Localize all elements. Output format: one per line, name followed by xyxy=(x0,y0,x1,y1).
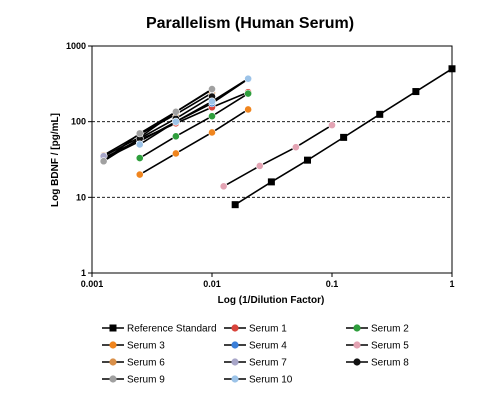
legend-item-3: Serum 3 xyxy=(102,341,165,352)
legend-item-8: Serum 8 xyxy=(346,358,409,369)
series-9-point-0 xyxy=(99,157,108,166)
series-line-5 xyxy=(223,124,333,187)
legend-swatch-marker-10 xyxy=(231,375,239,383)
series-10-point-0 xyxy=(135,140,144,149)
series-9-point-1 xyxy=(135,129,144,138)
series-0-point-3 xyxy=(340,133,348,141)
legend-item-6: Serum 6 xyxy=(102,358,165,369)
series-5-point-2 xyxy=(291,143,300,152)
series-0 xyxy=(231,65,456,209)
series-2-point-2 xyxy=(208,112,216,121)
legend-label-6: Serum 6 xyxy=(127,358,165,369)
series-5-point-0 xyxy=(219,182,228,191)
series-5-point-3 xyxy=(328,121,336,130)
series-line-3 xyxy=(139,108,249,176)
legend-item-4: Serum 4 xyxy=(224,341,287,352)
series-0-point-2 xyxy=(304,156,312,164)
chart-title: Parallelism (Human Serum) xyxy=(146,15,354,32)
axis-ticks: 1 10 100 1000 0.001 0.01 0.1 1 xyxy=(66,41,455,289)
legend-swatch-marker-8 xyxy=(353,358,361,366)
plot-area xyxy=(91,45,453,274)
series-layer xyxy=(99,65,456,209)
legend-label-2: Serum 2 xyxy=(371,324,409,335)
x-tick-label-2: 0.1 xyxy=(326,279,339,289)
legend-item-9: Serum 9 xyxy=(102,375,165,386)
series-3-point-0 xyxy=(135,170,144,179)
series-line-9 xyxy=(103,88,213,162)
series-10-point-1 xyxy=(171,117,180,126)
series-0-point-5 xyxy=(412,88,420,96)
series-2-point-1 xyxy=(171,132,180,141)
legend-label-9: Serum 9 xyxy=(127,375,165,386)
legend-label-10: Serum 10 xyxy=(249,375,293,386)
legend-swatch-marker-2 xyxy=(353,324,361,332)
series-10-point-2 xyxy=(208,97,216,106)
x-tick-label-1: 0.01 xyxy=(203,279,221,289)
x-axis-label: Log (1/Dilution Factor) xyxy=(218,295,325,306)
series-0-point-0 xyxy=(231,201,239,209)
legend-swatch-marker-1 xyxy=(231,324,239,332)
grid-lines xyxy=(92,45,452,198)
series-9 xyxy=(99,85,216,166)
legend-label-8: Serum 8 xyxy=(371,358,409,369)
legend-label-4: Serum 4 xyxy=(249,341,287,352)
series-5 xyxy=(219,121,336,191)
legend-label-0: Reference Standard xyxy=(127,324,217,335)
series-0-point-1 xyxy=(267,178,275,186)
series-line-2 xyxy=(139,92,249,159)
series-10 xyxy=(135,74,253,149)
series-2-point-3 xyxy=(244,89,253,98)
series-3-point-2 xyxy=(208,128,216,137)
legend-item-0: Reference Standard xyxy=(102,324,217,335)
legend: Reference Standard Serum 1 Serum 2 Serum 3 S… xyxy=(102,324,409,386)
series-0-point-4 xyxy=(376,110,384,118)
legend-label-7: Serum 7 xyxy=(249,358,287,369)
series-10-point-3 xyxy=(244,74,253,83)
series-0-point-6 xyxy=(448,65,456,73)
legend-swatch-marker-6 xyxy=(109,358,117,366)
y-axis-label: Log BDNF / [pg/mL] xyxy=(50,113,61,207)
series-9-point-2 xyxy=(171,107,180,116)
legend-item-5: Serum 5 xyxy=(346,341,409,352)
legend-swatch-marker-9 xyxy=(109,375,117,383)
legend-item-10: Serum 10 xyxy=(224,375,293,386)
legend-item-2: Serum 2 xyxy=(346,324,409,335)
legend-swatch-marker-0 xyxy=(109,324,117,332)
legend-swatch-marker-4 xyxy=(231,341,239,349)
series-2-point-0 xyxy=(135,154,144,162)
y-tick-label-1: 10 xyxy=(76,192,86,202)
legend-item-1: Serum 1 xyxy=(224,324,287,335)
series-3-point-3 xyxy=(244,105,253,114)
y-tick-label-3: 1000 xyxy=(66,41,86,51)
x-tick-label-3: 1 xyxy=(449,279,454,289)
series-9-point-3 xyxy=(208,85,216,93)
series-line-8 xyxy=(103,95,213,162)
series-5-point-1 xyxy=(255,162,264,170)
legend-label-1: Serum 1 xyxy=(249,324,287,335)
legend-label-5: Serum 5 xyxy=(371,341,409,352)
legend-swatch-marker-3 xyxy=(109,341,117,349)
series-line-10 xyxy=(139,77,249,146)
legend-swatch-marker-5 xyxy=(353,341,361,349)
y-tick-label-2: 100 xyxy=(71,117,86,127)
series-2 xyxy=(135,89,253,162)
legend-item-7: Serum 7 xyxy=(224,358,287,369)
series-8 xyxy=(99,92,216,166)
legend-swatch-marker-7 xyxy=(231,358,239,366)
x-tick-label-0: 0.001 xyxy=(81,279,104,289)
y-tick-label-0: 1 xyxy=(81,268,86,278)
series-3-point-1 xyxy=(171,149,180,158)
series-3 xyxy=(135,105,253,179)
legend-label-3: Serum 3 xyxy=(127,341,165,352)
